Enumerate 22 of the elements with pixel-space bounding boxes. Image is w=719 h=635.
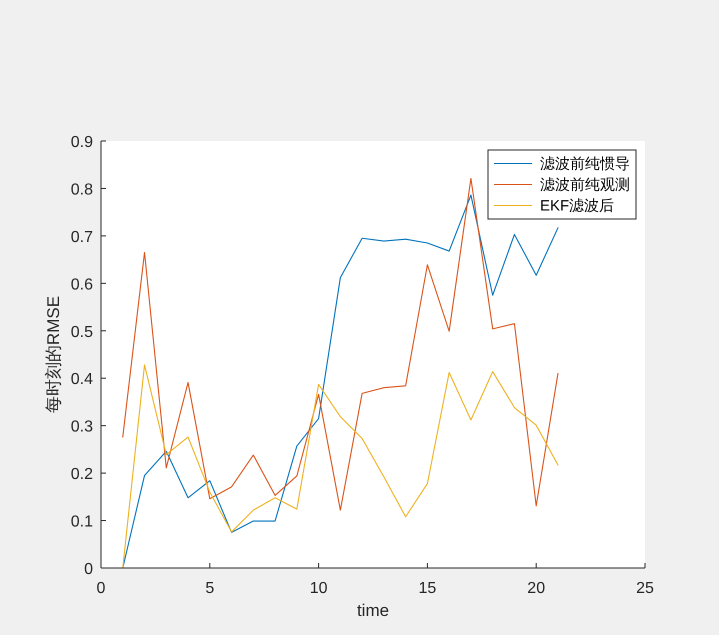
legend-label: 滤波前纯观测 [540,176,630,194]
y-tick-label: 0.5 [70,324,94,341]
y-tick-label: 0 [84,561,94,578]
x-tick-label: 25 [636,580,654,597]
legend-label: 滤波前纯惯导 [540,156,630,172]
legend-label: EKF滤波后 [540,198,614,214]
line-series [122,364,559,569]
y-tick-label: 0.6 [70,276,94,294]
y-axis-title: 每时刻的RMSE [44,296,63,414]
x-tick-label: 0 [96,580,106,597]
y-tick-label: 0.3 [70,418,94,436]
x-tick-label: 10 [310,580,328,597]
y-tick-label: 0.7 [70,228,94,246]
x-tick-label: 5 [205,580,214,597]
x-tick-label: 20 [527,580,546,597]
y-tick-label: 0.9 [70,134,94,151]
x-axis-title: time [356,601,390,620]
y-tick-label: 0.4 [70,371,94,388]
y-tick-label: 0.2 [70,466,94,484]
y-tick-label: 0.8 [70,181,94,198]
x-tick-label: 15 [418,580,436,597]
y-tick-label: 0.1 [70,514,94,531]
